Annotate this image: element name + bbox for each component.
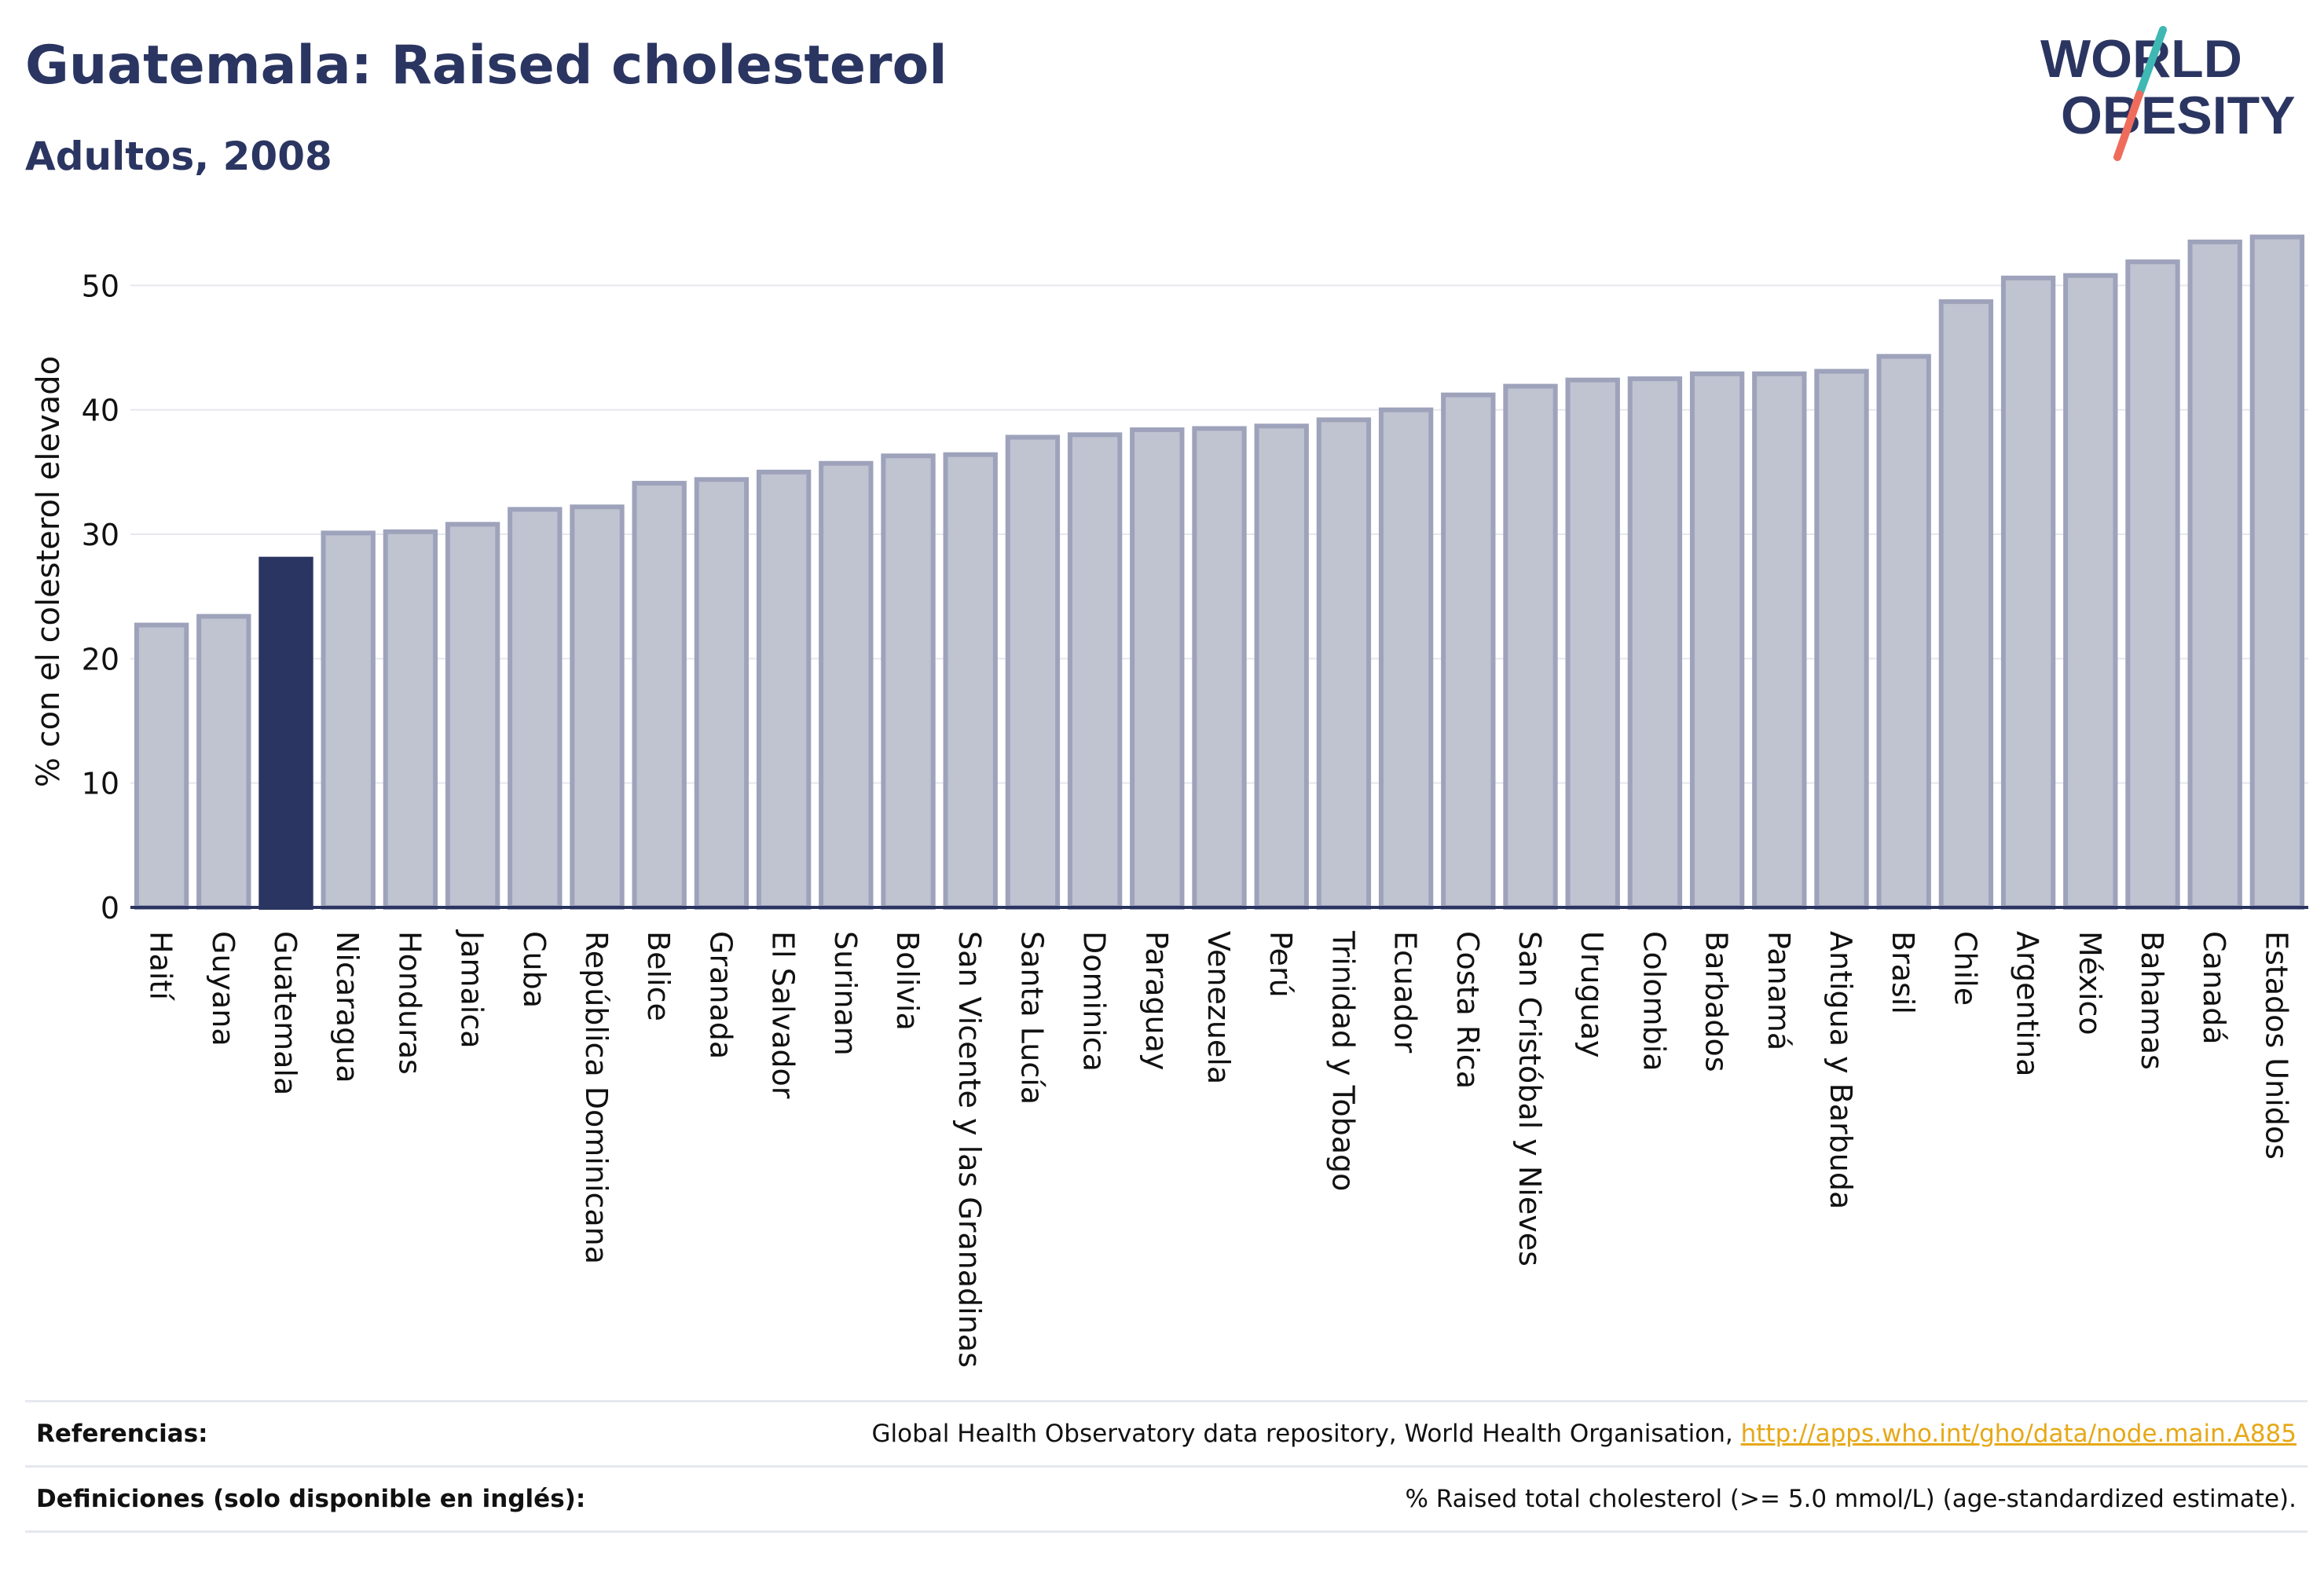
chart-title: Guatemala: Raised cholesterol: [25, 35, 948, 97]
x-tick-label: Paraguay: [1139, 931, 1174, 1070]
x-tick-label: Surinam: [828, 931, 863, 1056]
footer-divider: [25, 1465, 2308, 1468]
logo-obesity-text: OBESITY: [2061, 86, 2296, 145]
definitions-row: Definiciones (solo disponible en inglés)…: [25, 1468, 2308, 1530]
references-source: Global Health Observatory data repositor…: [872, 1420, 2297, 1448]
references-link[interactable]: http://apps.who.int/gho/data/node.main.A…: [1740, 1420, 2297, 1448]
bar: [1627, 376, 1683, 911]
x-tick-label: Bahamas: [2135, 931, 2169, 1070]
x-tick-label: Antigua y Barbuda: [1824, 931, 1858, 1209]
x-tick-label: Granada: [703, 931, 738, 1059]
bar: [134, 622, 189, 910]
bar: [196, 614, 251, 910]
x-tick-label: Colombia: [1637, 931, 1671, 1072]
x-tick-label: Uruguay: [1574, 931, 1609, 1058]
bar-highlight: [258, 556, 313, 911]
bar: [321, 530, 376, 911]
x-tick-label: Santa Lucía: [1014, 931, 1049, 1105]
bar-chart: 0 10 20 30 40 50 % con el colesterol elevado Ha…: [31, 234, 2308, 1368]
y-tick-label: 10: [82, 767, 119, 801]
bar: [1565, 377, 1620, 910]
x-tick-label: Honduras: [392, 931, 427, 1075]
world-obesity-logo: WORLD OBESITY: [2040, 26, 2296, 161]
x-tick-label: Venezuela: [1201, 931, 1236, 1084]
bar: [1316, 417, 1372, 910]
x-tick-label: Ecuador: [1388, 931, 1423, 1054]
x-tick-label: San Cristóbal y Nieves: [1512, 931, 1547, 1266]
y-tick-label: 30: [82, 518, 119, 552]
bar: [2187, 239, 2242, 910]
x-tick-label: México: [2073, 931, 2107, 1035]
x-tick-label: Nicaragua: [330, 931, 365, 1083]
bar: [383, 529, 438, 910]
footer-divider: [25, 1400, 2308, 1402]
bar: [2249, 234, 2305, 911]
footer-divider: [25, 1530, 2308, 1533]
x-tick-label: Jamaica: [455, 929, 489, 1049]
definitions-text: % Raised total cholesterol (>= 5.0 mmol/…: [1405, 1485, 2297, 1513]
x-tick-label: San Vicente y las Granadinas: [952, 931, 987, 1368]
bar: [1254, 423, 1309, 910]
bar: [570, 504, 625, 911]
bar: [1938, 299, 1994, 910]
references-label: Referencias:: [36, 1420, 208, 1448]
x-tick-label: Belice: [641, 931, 676, 1021]
chart-subtitle: Adultos, 2008: [25, 134, 332, 179]
bar: [1130, 427, 1185, 910]
x-tick-label: Costa Rica: [1450, 931, 1485, 1089]
y-tick-label: 0: [101, 891, 119, 925]
bar: [1876, 354, 1931, 911]
bar: [1503, 383, 1558, 911]
bar: [1689, 371, 1745, 910]
y-tick-label: 50: [82, 269, 119, 303]
bar: [819, 460, 874, 910]
x-tick-label: Brasil: [1886, 931, 1920, 1014]
x-tick-label: Dominica: [1077, 931, 1112, 1072]
x-tick-label: Haití: [144, 931, 178, 1001]
x-tick-label: Panamá: [1761, 931, 1796, 1050]
bar: [632, 481, 687, 910]
y-tick-label: 20: [82, 642, 119, 676]
bar: [756, 469, 812, 910]
references-text: Global Health Observatory data repositor…: [871, 1420, 1741, 1448]
bar: [1378, 407, 1434, 910]
bar: [1441, 392, 1496, 910]
x-tick-label: Perú: [1263, 931, 1298, 998]
bar: [508, 507, 563, 910]
y-axis-label: % con el colesterol elevado: [31, 356, 67, 787]
x-tick-label: Guyana: [206, 931, 240, 1046]
references-row: Referencias: Global Health Observatory d…: [25, 1402, 2308, 1465]
x-tick-label: Guatemala: [268, 931, 302, 1095]
bar: [881, 453, 936, 910]
bar: [943, 452, 998, 910]
x-tick-label: Estados Unidos: [2259, 931, 2293, 1160]
x-tick-label: Cuba: [517, 931, 552, 1008]
bar: [1192, 426, 1247, 910]
x-tick-label: Canadá: [2197, 931, 2231, 1045]
bar: [445, 522, 500, 910]
y-tick-label: 40: [82, 394, 119, 428]
bar: [2063, 273, 2118, 910]
x-tick-label: República Dominicana: [579, 931, 614, 1264]
bar: [1752, 371, 1807, 910]
x-tick-label: Chile: [1948, 931, 1982, 1006]
logo-slash-teal: [2135, 26, 2167, 98]
x-tick-label: Argentina: [2011, 931, 2045, 1076]
chart-footer: Referencias: Global Health Observatory d…: [25, 1400, 2308, 1533]
bar: [2000, 275, 2056, 911]
logo-slash-coral: [2113, 90, 2143, 161]
x-tick-label: Bolivia: [890, 931, 925, 1031]
bar: [1067, 432, 1123, 910]
bar: [1814, 368, 1869, 911]
x-tick-label: El Salvador: [766, 931, 801, 1099]
definitions-label: Definiciones (solo disponible en inglés)…: [36, 1485, 586, 1513]
bar: [694, 477, 750, 910]
bar: [2125, 259, 2180, 910]
x-tick-label: Trinidad y Tobago: [1325, 930, 1360, 1191]
bar: [1005, 434, 1061, 910]
x-tick-label: Barbados: [1699, 931, 1734, 1072]
